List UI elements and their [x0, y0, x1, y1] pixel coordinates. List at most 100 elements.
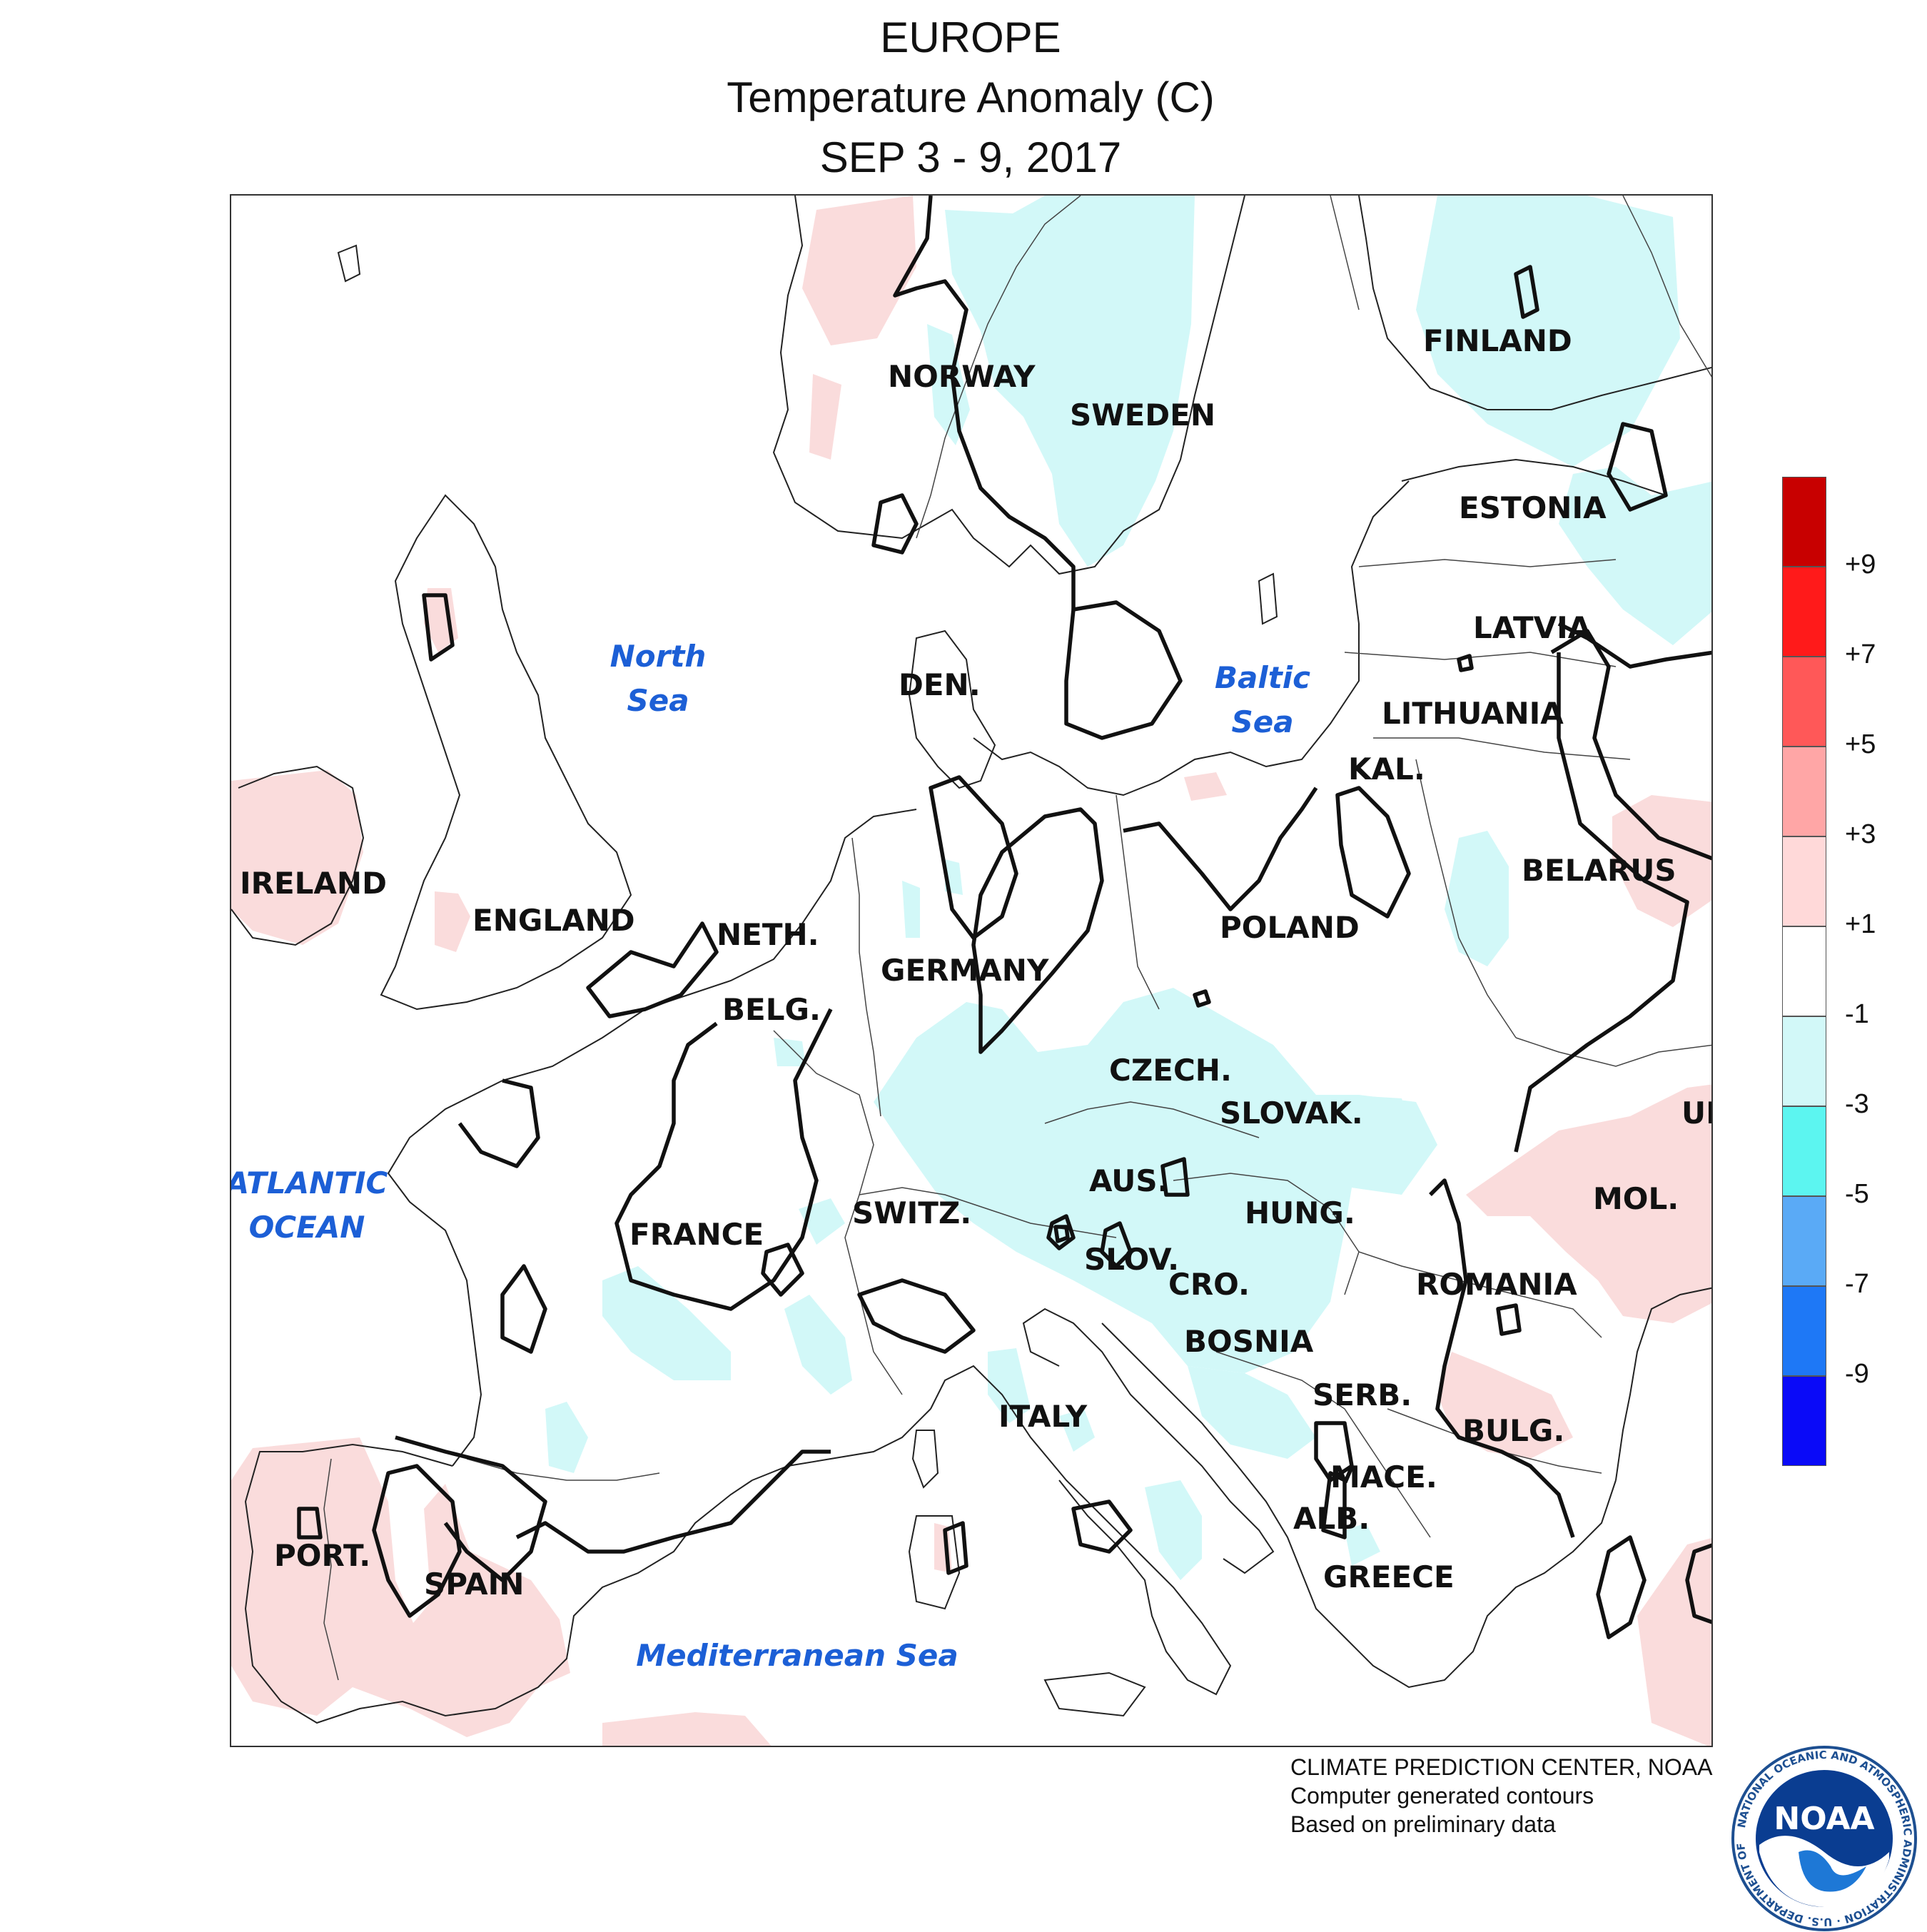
contour-greece-loop	[1321, 1471, 1347, 1539]
border-france-spain	[466, 1458, 660, 1481]
coast-north-sea-continent	[502, 809, 917, 1081]
legend-tick-label: +1	[1845, 909, 1876, 939]
contour-austria-loop2	[1100, 1221, 1133, 1268]
label-atlantic-line1: ATLANTIC	[231, 1165, 388, 1200]
label-slovenia: SLOV.	[1084, 1242, 1179, 1277]
label-italy: ITALY	[998, 1399, 1088, 1434]
label-spain: SPAIN	[424, 1567, 524, 1602]
contour-italy-south	[1071, 1499, 1133, 1554]
label-czech: CZECH.	[1109, 1053, 1232, 1088]
warm-area-ireland	[231, 770, 363, 945]
label-england: ENGLAND	[472, 903, 635, 938]
coast-black-sea	[1615, 1287, 1711, 1481]
label-belarus: BELARUS	[1522, 853, 1676, 888]
label-ireland: IRELAND	[240, 866, 387, 901]
label-poland: POLAND	[1220, 910, 1360, 945]
coast-sicily	[1043, 1671, 1146, 1717]
contour-latvia-dot	[1457, 654, 1474, 672]
anomaly-shading	[231, 196, 1711, 1746]
label-denmark: DEN.	[899, 667, 981, 702]
coast-balkans	[1101, 1322, 1617, 1689]
contour-belarus-north	[1557, 622, 1711, 669]
warm-area-norway-west	[809, 374, 841, 460]
credit-line-1: CLIMATE PREDICTION CENTER, NOAA	[1290, 1754, 1713, 1780]
cool-area-sweden	[945, 196, 1195, 567]
label-switzerland: SWITZ.	[852, 1195, 971, 1230]
border-romania	[1358, 1251, 1602, 1338]
map-date-range: SEP 3 - 9, 2017	[819, 133, 1122, 181]
label-greece: GREECE	[1323, 1559, 1455, 1594]
coast-gotland	[1258, 572, 1278, 625]
legend-tick-label: -3	[1845, 1089, 1869, 1119]
label-sweden: SWEDEN	[1070, 398, 1215, 433]
cool-area-france-south	[545, 1402, 588, 1473]
contour-spain-inner	[372, 1464, 462, 1618]
coast-baltic-east	[973, 480, 1410, 796]
zero-anomaly-contours	[297, 196, 1711, 1639]
credit-line-3: Based on preliminary data	[1290, 1811, 1556, 1837]
legend-swatch	[1782, 1016, 1826, 1106]
legend-swatch	[1782, 657, 1826, 747]
cool-area-france-central	[602, 1266, 731, 1380]
credit-line-2: Computer generated contours	[1290, 1783, 1594, 1809]
border-norway-sweden	[916, 196, 1081, 539]
border-spain-portugal	[323, 1458, 339, 1681]
border-alps	[859, 1187, 1117, 1238]
coast-great-britain	[380, 494, 632, 1011]
coast-ireland	[231, 765, 365, 946]
contour-poland-central	[1123, 787, 1318, 911]
warm-area-england	[435, 891, 470, 952]
coast-france-atlantic	[387, 1080, 503, 1467]
label-atlantic-line2: OCEAN	[249, 1210, 365, 1245]
border-baltics	[1344, 559, 1631, 760]
contour-hungary-loop	[1160, 1157, 1190, 1197]
label-baltic-sea-line1: Baltic	[1215, 660, 1310, 695]
legend-swatch	[1782, 1286, 1826, 1376]
contour-france-west	[457, 1078, 540, 1168]
border-poland-belarus	[1415, 759, 1517, 1038]
cool-area-germany-west	[902, 881, 920, 938]
legend-swatch	[1782, 836, 1826, 926]
label-slovakia: SLOVAK.	[1220, 1096, 1363, 1131]
contour-uk-ireland	[422, 593, 455, 662]
anomaly-map: NORWAY SWEDEN FINLAND ESTONIA LATVIA LIT…	[231, 196, 1713, 1746]
border-czech-austria	[1044, 1101, 1260, 1138]
warm-area-ukraine-east	[1612, 795, 1711, 927]
label-croatia: CRO.	[1168, 1267, 1250, 1302]
contour-england-east	[586, 921, 719, 1018]
warm-area-black-sea	[1637, 1538, 1711, 1746]
contour-austria-swirl	[1046, 1214, 1076, 1250]
map-subtitle: Temperature Anomaly (C)	[727, 74, 1215, 121]
contour-romania-loop	[1496, 1303, 1522, 1336]
cool-area-central-europe	[874, 988, 1437, 1373]
label-norway: NORWAY	[888, 359, 1036, 394]
country-borders	[323, 196, 1711, 1681]
map-title: EUROPE	[880, 14, 1061, 61]
warm-area-iberia-inner	[263, 1523, 299, 1609]
coast-italy-adriatic	[1022, 1308, 1275, 1574]
cool-area-alps-west	[784, 1295, 852, 1395]
noaa-logo: NATIONAL OCEANIC AND ATMOSPHERIC ADMINIS…	[1731, 1745, 1917, 1931]
contour-poland-dot	[1193, 989, 1211, 1008]
label-bulgaria: BULG.	[1462, 1413, 1564, 1448]
cool-area-belgium	[774, 1038, 806, 1066]
coast-scandinavia	[772, 196, 1245, 575]
border-finland-russia	[1622, 196, 1711, 378]
contour-finland-east	[1607, 422, 1668, 512]
cool-area-slovakia-east	[1345, 1095, 1416, 1180]
contour-france-north	[614, 1008, 833, 1311]
label-albania: ALB.	[1293, 1501, 1370, 1536]
contour-bulgaria-east	[1596, 1535, 1647, 1639]
cool-area-estonia-russia	[1559, 467, 1711, 645]
legend-swatch	[1782, 477, 1826, 567]
coast-denmark	[908, 629, 996, 789]
label-kaliningrad: KAL.	[1348, 752, 1425, 787]
contour-black-sea-loop	[1685, 1543, 1711, 1624]
cool-area-italy-adriatic	[988, 1348, 1031, 1423]
cool-area-finland	[1416, 196, 1680, 467]
contour-poland-west	[971, 807, 1104, 1054]
cool-area-balkans	[1188, 1366, 1316, 1459]
label-ukraine: UK	[1681, 1096, 1713, 1131]
map-panel: NORWAY SWEDEN FINLAND ESTONIA LATVIA LIT…	[230, 194, 1713, 1747]
coast-finland	[1358, 196, 1711, 410]
